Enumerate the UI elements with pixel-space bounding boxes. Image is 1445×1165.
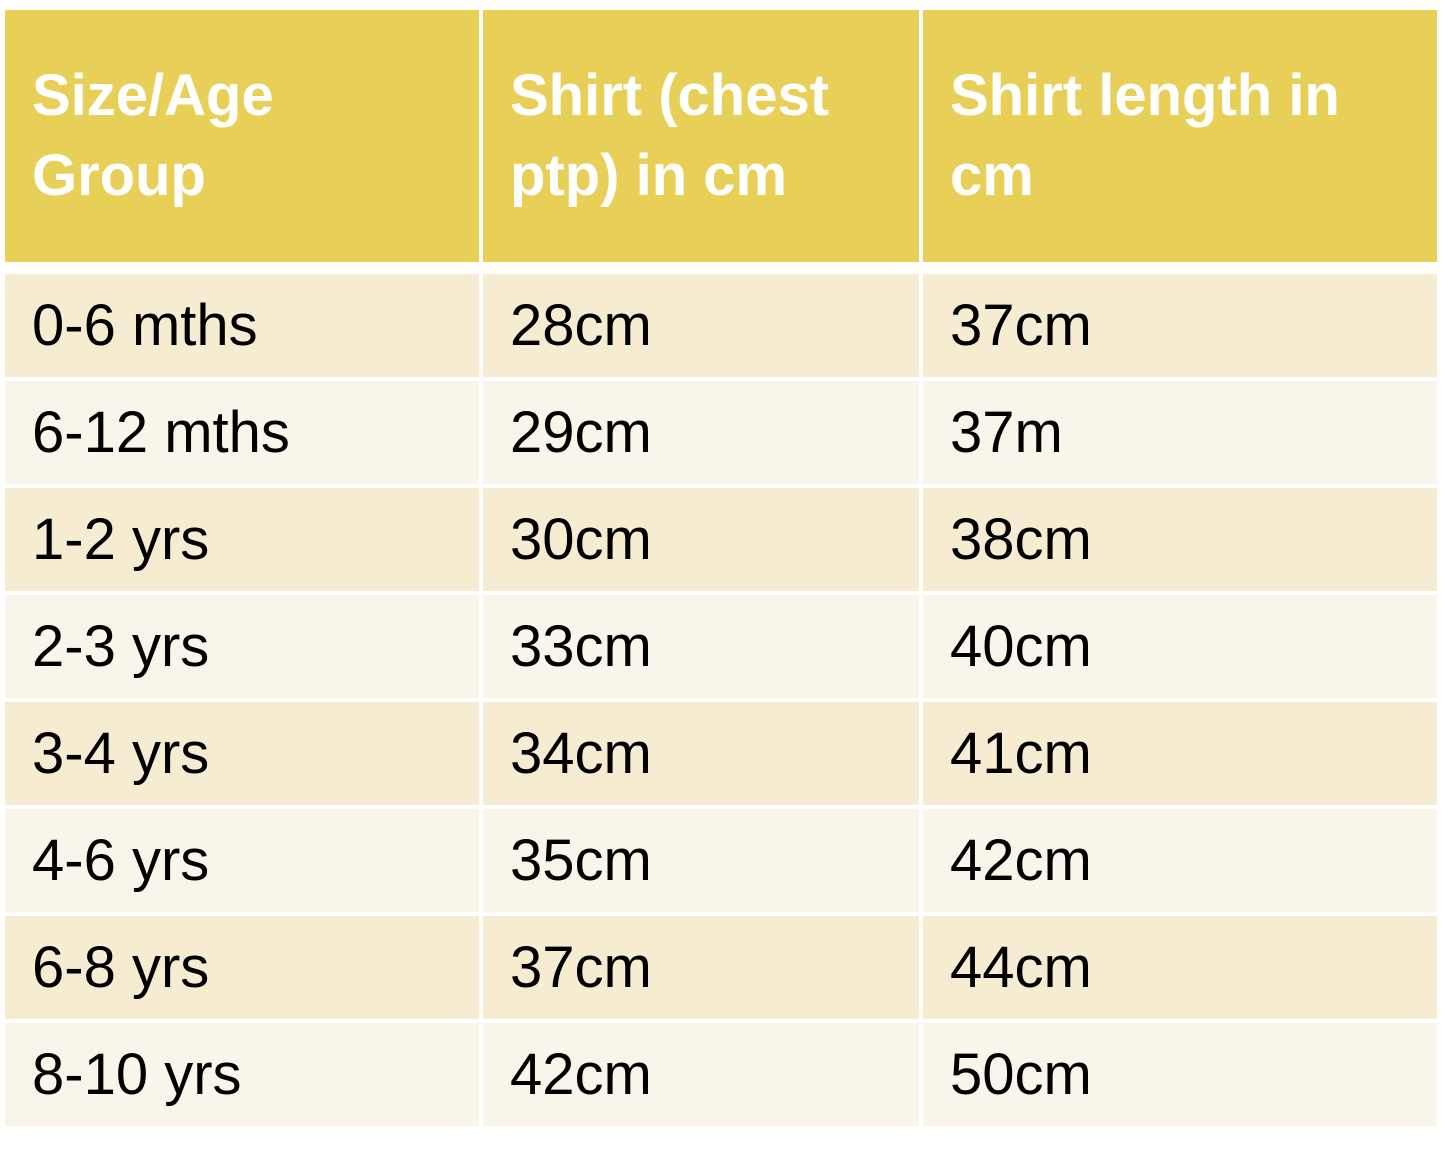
- table-cell: 37m: [923, 381, 1437, 484]
- table-cell-text: 37m: [950, 400, 1063, 465]
- table-cell: 29cm: [483, 381, 919, 484]
- table-cell-text: 1-2 yrs: [32, 507, 210, 572]
- table-cell-text: 35cm: [510, 828, 652, 893]
- table-cell: 4-6 yrs: [5, 809, 479, 912]
- table-cell: 34cm: [483, 702, 919, 805]
- table-cell: 37cm: [483, 916, 919, 1019]
- table-cell-text: 33cm: [510, 614, 652, 679]
- table-cell: 6-8 yrs: [5, 916, 479, 1019]
- table-cell-text: 6-12 mths: [32, 400, 290, 465]
- table-cell: 42cm: [923, 809, 1437, 912]
- table-cell: 33cm: [483, 595, 919, 698]
- table-cell-text: 29cm: [510, 400, 652, 465]
- table-cell: 8-10 yrs: [5, 1023, 479, 1126]
- table-cell-text: 30cm: [510, 507, 652, 572]
- header-cell-text: Shirt (chest ptp) in cm: [510, 63, 830, 208]
- table-cell: 3-4 yrs: [5, 702, 479, 805]
- table-cell: 1-2 yrs: [5, 488, 479, 591]
- table-cell-text: 40cm: [950, 614, 1092, 679]
- table-cell-text: 42cm: [950, 828, 1092, 893]
- table-cell: 28cm: [483, 274, 919, 377]
- header-cell-text: Shirt length in cm: [950, 63, 1340, 208]
- table-cell: 2-3 yrs: [5, 595, 479, 698]
- table-cell: 44cm: [923, 916, 1437, 1019]
- table-cell: 37cm: [923, 274, 1437, 377]
- table-cell-text: 42cm: [510, 1042, 652, 1107]
- table-cell: 42cm: [483, 1023, 919, 1126]
- table-cell: 40cm: [923, 595, 1437, 698]
- table-cell: 50cm: [923, 1023, 1437, 1126]
- table-cell-text: 3-4 yrs: [32, 721, 210, 786]
- header-cell: Size/Age Group: [5, 10, 479, 262]
- table-cell-text: 41cm: [950, 721, 1092, 786]
- table-cell-text: 28cm: [510, 293, 652, 358]
- size-table: Size/Age Group Shirt (chest ptp) in cm Shi…: [5, 10, 1437, 1126]
- table-cell-text: 8-10 yrs: [32, 1042, 242, 1107]
- table-cell-text: 34cm: [510, 721, 652, 786]
- table-cell-text: 37cm: [510, 935, 652, 1000]
- header-cell-text: Size/Age Group: [32, 63, 274, 208]
- table-cell: 35cm: [483, 809, 919, 912]
- header-cell: Shirt length in cm: [923, 10, 1437, 262]
- table-cell-text: 6-8 yrs: [32, 935, 210, 1000]
- table-cell-text: 4-6 yrs: [32, 828, 210, 893]
- table-cell-text: 44cm: [950, 935, 1092, 1000]
- table-cell-text: 0-6 mths: [32, 293, 258, 358]
- table-cell: 30cm: [483, 488, 919, 591]
- table-cell-text: 2-3 yrs: [32, 614, 210, 679]
- table-cell: 6-12 mths: [5, 381, 479, 484]
- header-cell: Shirt (chest ptp) in cm: [483, 10, 919, 262]
- table-cell: 41cm: [923, 702, 1437, 805]
- table-cell-text: 50cm: [950, 1042, 1092, 1107]
- table-cell-text: 37cm: [950, 293, 1092, 358]
- table-cell: 38cm: [923, 488, 1437, 591]
- table-cell-text: 38cm: [950, 507, 1092, 572]
- table-cell: 0-6 mths: [5, 274, 479, 377]
